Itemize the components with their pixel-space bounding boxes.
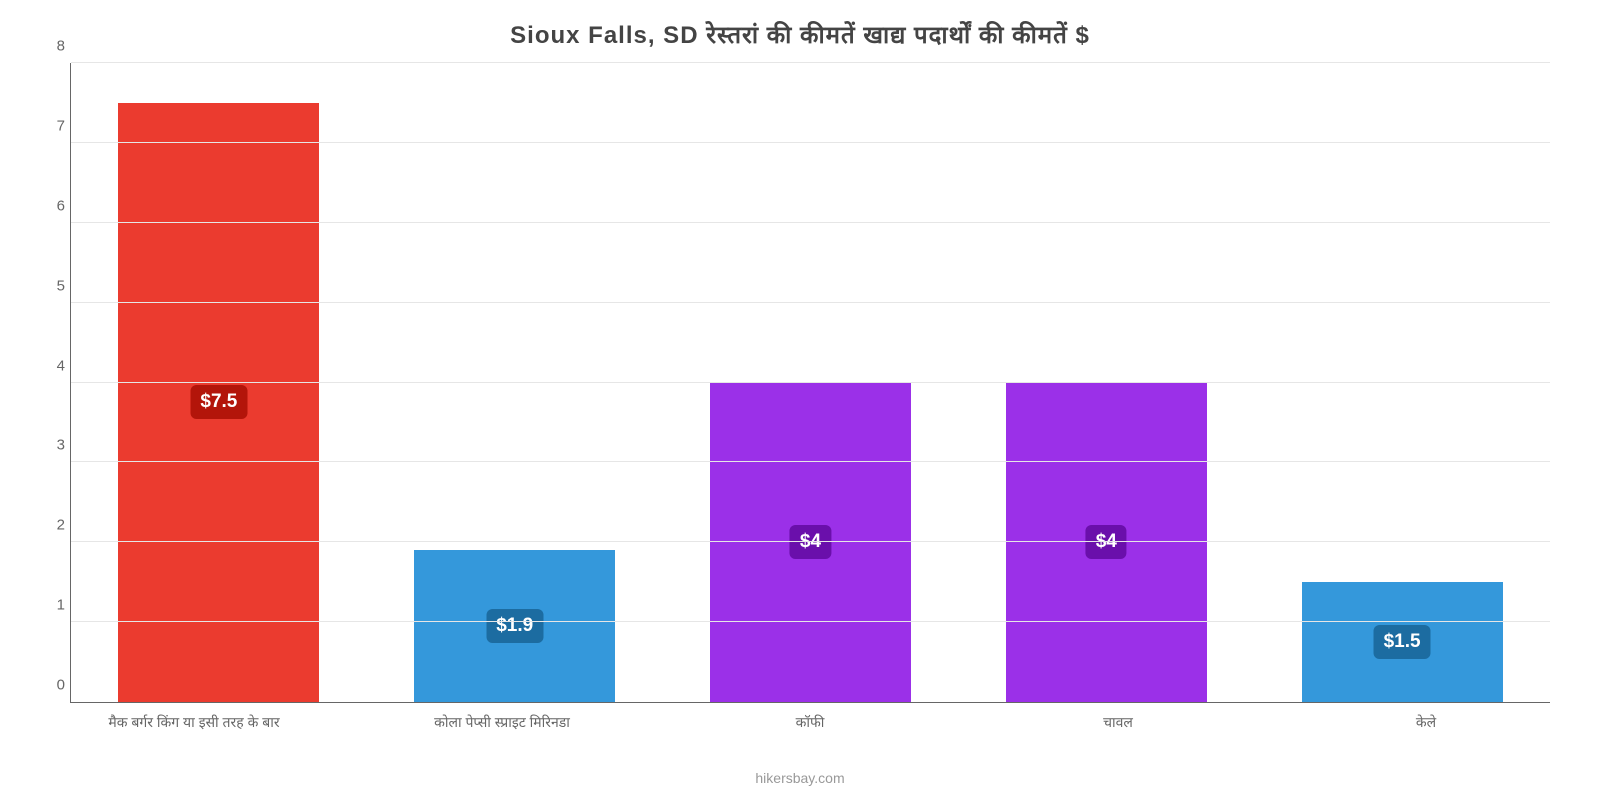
bar-value-badge: $1.9	[486, 609, 543, 643]
bar-slot: $1.5	[1254, 63, 1550, 702]
bar-value-badge: $4	[790, 525, 831, 559]
grid-line	[71, 222, 1550, 223]
bar-slot: $4	[958, 63, 1254, 702]
grid-line	[71, 382, 1550, 383]
bars-layer: $7.5 $1.9 $4 $4 $1.5	[71, 63, 1550, 702]
grid-line	[71, 541, 1550, 542]
x-tick-label: मैक बर्गर किंग या इसी तरह के बार	[40, 703, 348, 732]
x-tick-label: कोला पेप्सी स्प्राइट मिरिनडा	[348, 703, 656, 732]
y-tick-label: 5	[41, 277, 65, 294]
grid-line	[71, 302, 1550, 303]
y-tick-label: 4	[41, 357, 65, 374]
bar: $1.9	[414, 550, 615, 702]
chart-container: Sioux Falls, SD रेस्तरां की कीमतें खाद्य…	[0, 0, 1600, 800]
chart-title: Sioux Falls, SD रेस्तरां की कीमतें खाद्य…	[30, 18, 1570, 51]
y-tick-label: 6	[41, 197, 65, 214]
grid-line	[71, 142, 1550, 143]
x-tick-label: कॉफी	[656, 703, 964, 732]
chart-source: hikersbay.com	[0, 770, 1600, 786]
bar: $4	[1006, 383, 1207, 703]
x-tick-label: केले	[1272, 703, 1580, 732]
plot-area: $7.5$1.9$4$4$1.5 012345678	[70, 63, 1550, 703]
bar-slot: $4	[663, 63, 959, 702]
x-tick-label: चावल	[964, 703, 1272, 732]
grid-line	[71, 461, 1550, 462]
y-tick-label: 1	[41, 597, 65, 614]
y-tick-label: 8	[41, 38, 65, 55]
bar: $7.5	[118, 103, 319, 702]
y-tick-label: 0	[41, 677, 65, 694]
bar-slot: $1.9	[367, 63, 663, 702]
bar: $1.5	[1302, 582, 1503, 702]
bar-value-badge: $7.5	[190, 385, 247, 419]
x-axis-labels: मैक बर्गर किंग या इसी तरह के बारकोला पेप…	[40, 703, 1580, 732]
bar: $4	[710, 383, 911, 703]
bar-slot: $7.5	[71, 63, 367, 702]
bar-value-badge: $1.5	[1374, 625, 1431, 659]
bar-value-badge: $4	[1086, 525, 1127, 559]
y-tick-label: 2	[41, 517, 65, 534]
y-tick-label: 7	[41, 117, 65, 134]
y-tick-label: 3	[41, 437, 65, 454]
grid-line	[71, 621, 1550, 622]
grid-line	[71, 62, 1550, 63]
